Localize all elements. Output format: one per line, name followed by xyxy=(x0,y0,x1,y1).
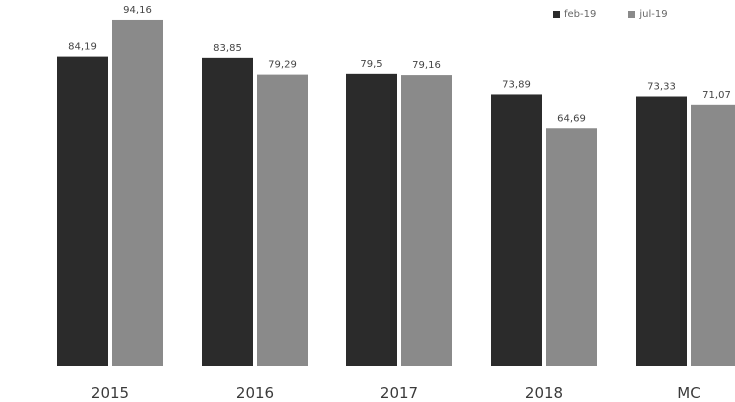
data-label-feb-19-2017: 79,5 xyxy=(360,59,382,70)
legend-swatch-jul-19 xyxy=(628,11,636,18)
data-label-jul-19-2016: 79,29 xyxy=(268,60,297,71)
category-label-2018: 2018 xyxy=(525,384,563,402)
data-label-jul-19-2017: 79,16 xyxy=(412,60,441,71)
legend-item-feb-19: feb-19 xyxy=(553,9,596,20)
legend-label-jul-19: jul-19 xyxy=(639,9,668,20)
category-label-MC: MC xyxy=(677,384,700,402)
bar-jul-19-2017 xyxy=(401,75,452,366)
data-label-feb-19-2015: 84,19 xyxy=(68,42,97,53)
legend-swatch-feb-19 xyxy=(553,11,560,18)
bar-feb-19-2016 xyxy=(202,57,253,366)
bar-feb-19-2017 xyxy=(346,73,397,367)
chart-legend: feb-19 jul-19 xyxy=(553,9,700,20)
bar-jul-19-2016 xyxy=(257,74,308,366)
data-label-jul-19-2015: 94,16 xyxy=(123,5,152,16)
bar-feb-19-2018 xyxy=(491,94,542,366)
category-label-2016: 2016 xyxy=(236,384,274,402)
bar-jul-19-2018 xyxy=(546,128,597,366)
legend-item-jul-19: jul-19 xyxy=(628,9,668,20)
category-label-2017: 2017 xyxy=(380,384,418,402)
category-label-2015: 2015 xyxy=(91,384,129,402)
data-label-feb-19-MC: 73,33 xyxy=(647,82,676,93)
data-label-jul-19-MC: 71,07 xyxy=(702,90,731,101)
bar-feb-19-2015 xyxy=(57,56,108,367)
bar-jul-19-MC xyxy=(691,104,735,366)
data-label-feb-19-2018: 73,89 xyxy=(502,79,531,90)
data-label-jul-19-2018: 64,69 xyxy=(557,113,586,124)
bar-feb-19-MC xyxy=(636,96,687,366)
legend-label-feb-19: feb-19 xyxy=(564,9,597,20)
bar-jul-19-2015 xyxy=(112,19,163,366)
data-label-feb-19-2016: 83,85 xyxy=(213,43,242,54)
